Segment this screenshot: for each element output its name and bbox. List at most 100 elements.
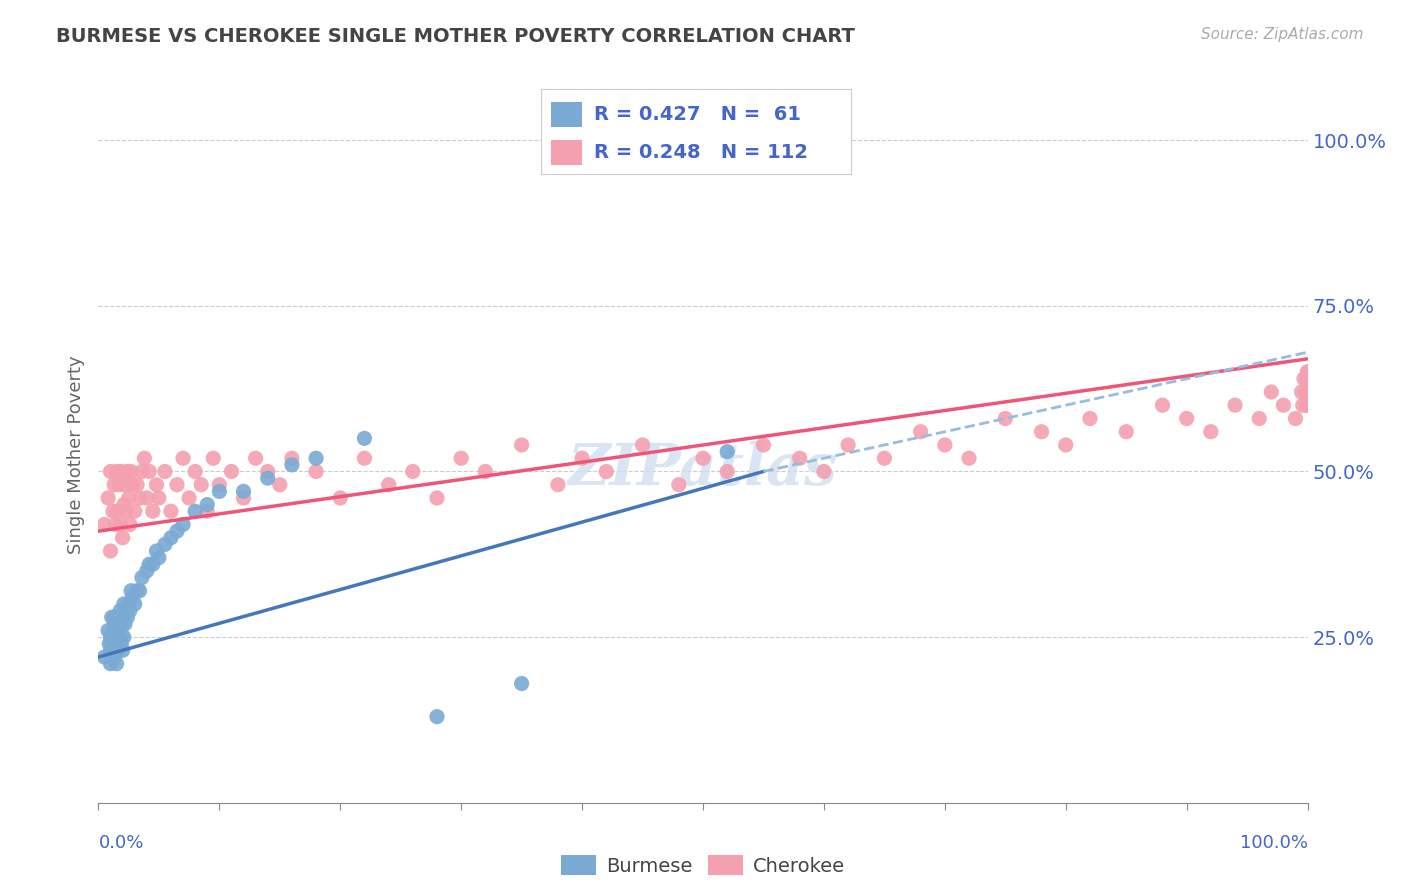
Text: R = 0.248   N = 112: R = 0.248 N = 112	[593, 144, 808, 162]
Point	[1296, 365, 1319, 379]
Point	[1296, 365, 1319, 379]
Point	[121, 477, 143, 491]
Point	[184, 504, 207, 518]
Point	[1223, 398, 1246, 412]
Point	[1249, 411, 1271, 425]
Point	[145, 544, 167, 558]
Point	[166, 477, 188, 491]
Point	[148, 491, 170, 505]
Point	[426, 709, 449, 723]
Point	[97, 491, 120, 505]
Point	[202, 451, 225, 466]
Point	[138, 465, 160, 479]
Point	[232, 491, 254, 505]
Text: R = 0.427   N =  61: R = 0.427 N = 61	[593, 105, 801, 124]
Point	[1296, 392, 1319, 406]
Point	[110, 465, 132, 479]
Point	[115, 604, 138, 618]
Point	[547, 477, 569, 491]
Point	[107, 504, 129, 518]
Point	[100, 650, 122, 665]
Point	[100, 544, 122, 558]
Point	[100, 610, 122, 624]
Point	[112, 597, 135, 611]
Point	[105, 465, 128, 479]
Text: BURMESE VS CHEROKEE SINGLE MOTHER POVERTY CORRELATION CHART: BURMESE VS CHEROKEE SINGLE MOTHER POVERT…	[56, 27, 855, 45]
Point	[474, 465, 496, 479]
Point	[195, 504, 218, 518]
Point	[118, 491, 141, 505]
Point	[108, 477, 131, 491]
Point	[1296, 372, 1319, 386]
Point	[160, 531, 183, 545]
Point	[789, 451, 811, 466]
Point	[571, 451, 593, 466]
Point	[142, 558, 165, 572]
Point	[208, 477, 231, 491]
Point	[100, 630, 122, 644]
Point	[595, 465, 617, 479]
Point	[100, 465, 122, 479]
Point	[115, 504, 138, 518]
Text: ZIPatlas: ZIPatlas	[568, 441, 838, 497]
Point	[1296, 378, 1319, 392]
Point	[752, 438, 775, 452]
Point	[994, 411, 1017, 425]
Point	[305, 451, 328, 466]
Point	[1296, 365, 1319, 379]
Text: 0.0%: 0.0%	[98, 834, 143, 852]
Point	[353, 451, 375, 466]
Point	[166, 524, 188, 538]
Point	[1296, 372, 1319, 386]
Point	[256, 465, 278, 479]
Point	[1294, 384, 1316, 399]
Point	[1296, 384, 1319, 399]
Point	[128, 583, 150, 598]
Point	[1296, 398, 1319, 412]
Point	[1296, 384, 1319, 399]
Point	[1295, 398, 1317, 412]
Bar	[551, 140, 582, 165]
Point	[100, 657, 122, 671]
Point	[145, 477, 167, 491]
Point	[101, 637, 124, 651]
Point	[208, 484, 231, 499]
Point	[114, 477, 136, 491]
Point	[124, 597, 146, 611]
Point	[107, 643, 129, 657]
Point	[153, 465, 176, 479]
Point	[232, 484, 254, 499]
Point	[269, 477, 291, 491]
Point	[873, 451, 896, 466]
Point	[103, 650, 125, 665]
Point	[1284, 411, 1306, 425]
Point	[1296, 384, 1319, 399]
Point	[1296, 378, 1319, 392]
Point	[112, 498, 135, 512]
Point	[108, 604, 131, 618]
Point	[837, 438, 859, 452]
Point	[111, 531, 134, 545]
Point	[135, 491, 157, 505]
Point	[1260, 384, 1282, 399]
Point	[107, 624, 129, 638]
Point	[305, 465, 328, 479]
Point	[101, 504, 124, 518]
Point	[1296, 372, 1319, 386]
Point	[426, 491, 449, 505]
Point	[172, 451, 194, 466]
Point	[1175, 411, 1198, 425]
Text: Source: ZipAtlas.com: Source: ZipAtlas.com	[1201, 27, 1364, 42]
Point	[631, 438, 654, 452]
Point	[114, 616, 136, 631]
Point	[281, 458, 304, 472]
Point	[1292, 398, 1315, 412]
Point	[813, 465, 835, 479]
Point	[1031, 425, 1053, 439]
Point	[134, 451, 156, 466]
Point	[104, 616, 127, 631]
Point	[716, 444, 738, 458]
Point	[221, 465, 243, 479]
Point	[101, 624, 124, 638]
Point	[281, 451, 304, 466]
